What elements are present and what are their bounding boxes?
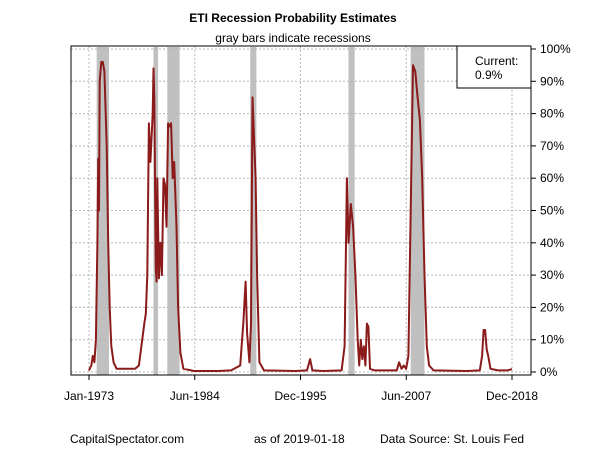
y-tick-label: 60%: [540, 171, 564, 185]
x-tick-label: Jun-1984: [170, 389, 220, 403]
y-tick-label: 10%: [540, 333, 564, 347]
chart-title: ETI Recession Probability Estimates: [189, 11, 397, 25]
y-tick-label: 90%: [540, 74, 564, 88]
x-tick-label: Jun-2007: [381, 389, 431, 403]
x-tick-label: Dec-2018: [486, 389, 538, 403]
y-tick-label: 0%: [540, 365, 558, 379]
chart-subtitle: gray bars indicate recessions: [215, 31, 370, 45]
y-tick-label: 50%: [540, 204, 564, 218]
recession-bar-3: [167, 47, 180, 375]
footer-data-source: Data Source: St. Louis Fed: [380, 432, 524, 446]
footer-as-of-date: as of 2019-01-18: [254, 432, 345, 446]
series-line-1: [88, 60, 513, 372]
recession-bar-4: [250, 47, 257, 375]
current-value: 0.9%: [475, 68, 503, 82]
x-axis: Jan-1973 Jun-1984 Dec-1995 Jun-2007 Dec-2018: [64, 375, 538, 403]
y-tick-label: 40%: [540, 236, 564, 250]
y-tick-label: 20%: [540, 300, 564, 314]
y-axis: 0% 10% 20% 30% 40% 50% 60% 70% 80% 90% 100%: [531, 42, 571, 379]
x-tick-label: Dec-1995: [274, 389, 326, 403]
x-tick-label: Jan-1973: [64, 389, 114, 403]
y-tick-label: 70%: [540, 139, 564, 153]
series-group: [88, 60, 513, 372]
grid-lines: [71, 46, 531, 375]
footer-source-site: CapitalSpectator.com: [70, 432, 184, 446]
y-tick-label: 100%: [540, 42, 571, 56]
y-tick-label: 80%: [540, 107, 564, 121]
current-box-frame: [456, 45, 532, 89]
current-label: Current:: [475, 54, 518, 68]
current-value-box: Current: 0.9%: [456, 45, 532, 89]
y-tick-label: 30%: [540, 268, 564, 282]
